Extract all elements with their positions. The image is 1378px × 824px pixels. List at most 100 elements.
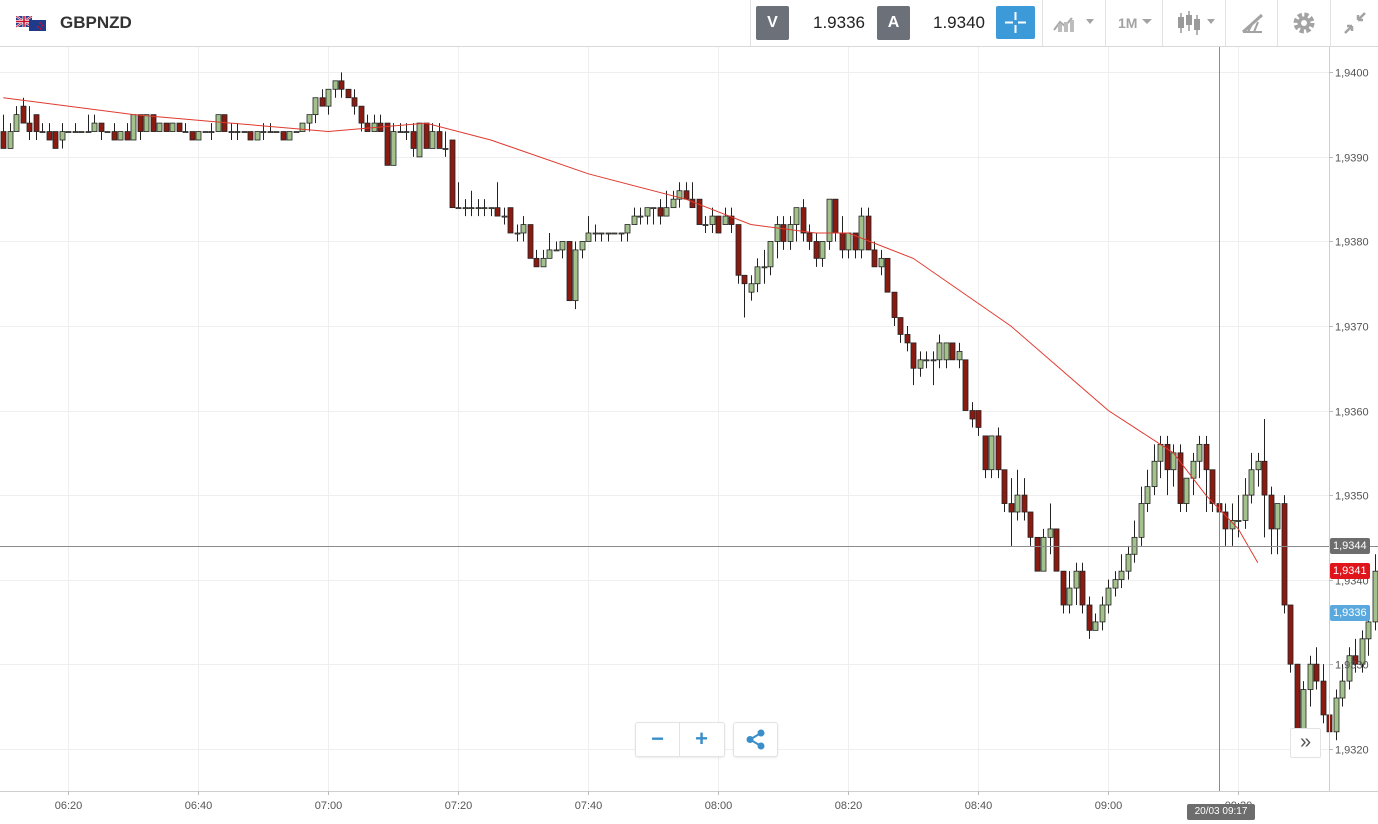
candle-body: [761, 266, 768, 269]
candle-body: [234, 131, 241, 133]
price-chart[interactable]: 1,9400 1,9390 1,9380 1,9370 1,9360 1,9350 1,93…: [0, 47, 1378, 824]
candle-body: [878, 257, 885, 268]
candle-body: [1040, 536, 1047, 572]
bull-candle: [774, 216, 781, 259]
candle-body: [663, 207, 670, 217]
buy-label[interactable]: A: [877, 6, 910, 40]
bear-candle: [813, 233, 820, 267]
bull-candle: [988, 435, 995, 479]
share-button[interactable]: [733, 722, 778, 757]
collapse-icon[interactable]: [1342, 10, 1368, 36]
zoom-in-button[interactable]: +: [695, 726, 708, 751]
candle-body: [598, 232, 605, 235]
candle-body: [293, 131, 300, 133]
candle-body: [384, 122, 391, 166]
candle-body: [676, 190, 683, 200]
candle-body: [1060, 570, 1067, 606]
scroll-to-latest-button[interactable]: »: [1290, 728, 1321, 758]
bull-candle: [1144, 469, 1151, 512]
candle-body: [507, 207, 514, 234]
candle-body: [657, 207, 664, 217]
candle-body: [871, 249, 878, 268]
candle-body: [462, 207, 469, 210]
settings-gear-icon[interactable]: [1291, 10, 1317, 36]
candle-body: [1242, 494, 1249, 521]
candle-body: [748, 283, 755, 293]
bear-candle: [1021, 478, 1028, 521]
bear-candle: [800, 199, 807, 242]
bear-candle: [436, 123, 443, 149]
bull-candle: [455, 182, 462, 210]
bear-candle: [949, 342, 956, 361]
candle-body: [585, 232, 592, 242]
candle-body: [312, 97, 319, 116]
candle-body: [1138, 503, 1145, 538]
bear-candle: [150, 114, 157, 132]
toolbar: GBPNZD V 1.9336 A 1.9340 1M: [0, 0, 1378, 47]
bear-candle: [806, 224, 813, 250]
bull-candle: [1014, 469, 1021, 521]
candle-body: [566, 241, 573, 302]
candle-body: [1300, 689, 1307, 733]
candle-body: [1164, 443, 1171, 471]
candle-body: [169, 122, 176, 132]
price-tick-label: 1,9330: [1335, 660, 1369, 672]
candle-body: [800, 207, 807, 234]
bull-candle: [273, 131, 280, 133]
crosshair-button[interactable]: [996, 6, 1035, 39]
bear-candle: [962, 359, 969, 411]
candle-body: [624, 224, 631, 234]
drawing-tools-icon[interactable]: [1240, 10, 1266, 36]
buy-price[interactable]: 1.9340: [933, 13, 985, 32]
sell-label[interactable]: V: [756, 6, 789, 40]
bear-candle: [689, 182, 696, 209]
bear-candle: [566, 241, 573, 302]
candle-body: [559, 241, 566, 251]
candle-body: [1112, 579, 1119, 589]
candle-body: [182, 131, 189, 133]
timeframe-button[interactable]: 1M: [1118, 15, 1138, 31]
bear-candle: [832, 198, 839, 242]
candle-body: [605, 232, 612, 235]
candle-body: [189, 131, 196, 141]
bear-candle: [163, 122, 170, 132]
crosshair-icon: [1005, 12, 1026, 33]
bull-candle: [702, 216, 709, 233]
bull-candle: [1138, 486, 1145, 546]
candle-body: [78, 131, 85, 133]
bull-candle: [475, 199, 482, 217]
bear-candle: [358, 105, 365, 132]
timeframe-dropdown-icon[interactable]: [1140, 10, 1154, 36]
candle-body: [449, 139, 456, 209]
candle-body: [670, 198, 677, 209]
bull-candle: [572, 241, 579, 310]
bear-candle: [1086, 596, 1093, 639]
candle-body: [780, 224, 787, 242]
sell-price[interactable]: 1.9336: [813, 13, 865, 32]
bull-candle: [1190, 452, 1197, 496]
bear-candle: [1320, 664, 1327, 724]
candle-body: [735, 224, 742, 276]
bull-candle: [1346, 647, 1353, 690]
candle-body: [364, 122, 371, 132]
candle-body: [501, 215, 508, 218]
candle-body: [702, 224, 709, 226]
candle-body: [572, 249, 579, 302]
bull-candle: [1359, 630, 1366, 673]
candle-body: [228, 131, 235, 133]
candle-body: [520, 224, 527, 234]
bull-candle: [85, 114, 92, 133]
candlestick-icon[interactable]: [1176, 10, 1220, 36]
candle-body: [806, 232, 813, 242]
candle-body: [280, 131, 287, 141]
chart-type-icon[interactable]: [1052, 10, 1098, 36]
bull-candle: [1099, 596, 1106, 631]
candle-body: [319, 97, 326, 107]
bull-candle: [293, 131, 300, 133]
candle-body: [1235, 520, 1242, 522]
zoom-out-button[interactable]: −: [636, 723, 680, 756]
bull-candle: [748, 275, 755, 301]
bid-price-tag: 1,9336: [1330, 605, 1370, 622]
bull-candle: [546, 233, 553, 259]
bull-candle: [462, 199, 469, 217]
